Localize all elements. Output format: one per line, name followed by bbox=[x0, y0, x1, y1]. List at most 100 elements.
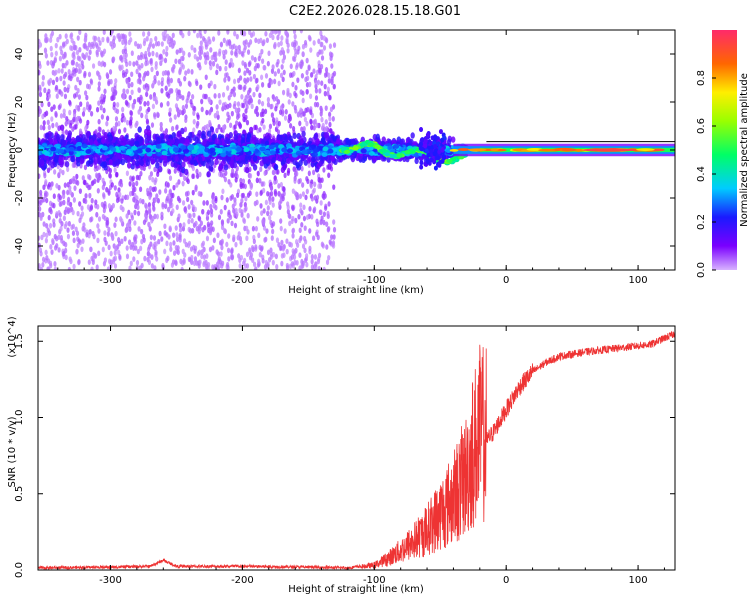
heatmap-noise-cell bbox=[178, 237, 182, 243]
heatmap-noise-cell bbox=[113, 185, 117, 191]
heatmap-noise-cell bbox=[72, 93, 77, 99]
heatmap-noise-cell bbox=[181, 248, 185, 255]
heatmap-noise-cell bbox=[60, 91, 64, 97]
heatmap-noise-cell bbox=[57, 104, 61, 111]
heatmap-noise-cell bbox=[71, 69, 75, 76]
heatmap-noise-cell bbox=[203, 93, 207, 100]
heatmap-noise-cell bbox=[227, 76, 231, 82]
heatmap-band-cell bbox=[158, 165, 163, 173]
heatmap-band-cell bbox=[112, 160, 117, 168]
heatmap-noise-cell bbox=[155, 52, 159, 58]
heatmap-noise-cell bbox=[331, 241, 335, 248]
heatmap-noise-cell bbox=[164, 128, 169, 134]
heatmap-noise-cell bbox=[172, 232, 176, 238]
heatmap-noise-cell bbox=[208, 98, 212, 105]
heatmap-noise-cell bbox=[254, 244, 258, 250]
heatmap-noise-cell bbox=[222, 37, 226, 44]
heatmap-noise-cell bbox=[305, 188, 309, 195]
heatmap-noise-cell bbox=[320, 116, 324, 123]
heatmap-noise-cell bbox=[90, 180, 94, 187]
heatmap-band-cell bbox=[112, 154, 118, 162]
heatmap-noise-cell bbox=[296, 77, 300, 83]
heatmap-noise-cell bbox=[177, 213, 181, 220]
heatmap-noise-cell bbox=[208, 119, 212, 126]
heatmap-noise-cell bbox=[322, 219, 326, 226]
heatmap-noise-cell bbox=[105, 120, 109, 127]
heatmap-noise-cell bbox=[256, 170, 260, 177]
heatmap-noise-cell bbox=[294, 85, 298, 91]
heatmap-noise-cell bbox=[187, 256, 191, 263]
heatmap-band-cell bbox=[298, 159, 303, 167]
heatmap-noise-cell bbox=[61, 169, 65, 176]
heatmap-noise-cell bbox=[173, 114, 177, 120]
heatmap-noise-cell bbox=[75, 173, 79, 180]
heatmap-noise-cell bbox=[47, 124, 51, 131]
heatmap-noise-cell bbox=[255, 77, 259, 84]
heatmap-noise-cell bbox=[129, 175, 133, 182]
heatmap-band-cell bbox=[39, 158, 44, 165]
heatmap-noise-cell bbox=[266, 96, 270, 103]
heatmap-noise-cell bbox=[232, 86, 236, 92]
heatmap-noise-cell bbox=[38, 263, 41, 269]
heatmap-noise-cell bbox=[330, 63, 334, 69]
heatmap-noise-cell bbox=[332, 219, 336, 225]
heatmap-noise-cell bbox=[81, 238, 85, 244]
heatmap-band-cell bbox=[173, 162, 178, 169]
heatmap-noise-cell bbox=[299, 63, 303, 70]
heatmap-noise-cell bbox=[277, 183, 281, 189]
heatmap-noise-cell bbox=[46, 119, 50, 126]
heatmap-noise-cell bbox=[62, 199, 66, 206]
heatmap-noise-cell bbox=[240, 50, 244, 57]
heatmap-noise-cell bbox=[95, 211, 99, 218]
heatmap-band-cell bbox=[288, 135, 293, 142]
heatmap-noise-cell bbox=[224, 59, 228, 65]
heatmap-noise-cell bbox=[41, 262, 45, 268]
heatmap-noise-cell bbox=[222, 54, 226, 60]
heatmap-noise-cell bbox=[121, 39, 125, 46]
heatmap-noise-cell bbox=[232, 78, 237, 85]
heatmap-noise-cell bbox=[210, 220, 214, 226]
heatmap-noise-cell bbox=[78, 128, 83, 134]
heatmap-noise-cell bbox=[107, 226, 111, 233]
heatmap-noise-cell bbox=[171, 125, 175, 132]
heatmap-noise-cell bbox=[125, 213, 129, 219]
heatmap-noise-cell bbox=[299, 202, 303, 208]
heatmap-noise-cell bbox=[332, 42, 337, 48]
heatmap-noise-cell bbox=[148, 185, 153, 192]
heatmap-noise-cell bbox=[315, 231, 319, 237]
heatmap-noise-cell bbox=[321, 122, 325, 129]
heatmap-noise-cell bbox=[193, 256, 198, 262]
heatmap-noise-cell bbox=[267, 128, 272, 134]
heatmap-noise-cell bbox=[325, 221, 329, 227]
heatmap-noise-cell bbox=[98, 126, 102, 133]
heatmap-noise-cell bbox=[271, 196, 275, 202]
heatmap-noise-cell bbox=[149, 57, 153, 64]
heatmap-band-cell bbox=[311, 156, 316, 163]
heatmap-noise-cell bbox=[45, 223, 49, 229]
heatmap-noise-cell bbox=[251, 225, 256, 232]
heatmap-noise-cell bbox=[281, 58, 285, 64]
heatmap-band-cell bbox=[96, 132, 102, 139]
heatmap-noise-cell bbox=[264, 30, 268, 37]
heatmap-noise-cell bbox=[301, 97, 305, 104]
heatmap-noise-cell bbox=[211, 226, 215, 233]
heatmap-noise-cell bbox=[245, 235, 249, 242]
heatmap-noise-cell bbox=[66, 207, 71, 213]
heatmap-noise-cell bbox=[272, 120, 276, 126]
heatmap-noise-cell bbox=[182, 222, 186, 228]
heatmap-noise-cell bbox=[61, 193, 66, 200]
heatmap-noise-cell bbox=[133, 209, 137, 216]
heatmap-noise-cell bbox=[282, 186, 286, 192]
heatmap-noise-cell bbox=[290, 204, 295, 211]
heatmap-band-cell bbox=[116, 152, 121, 160]
heatmap-noise-cell bbox=[107, 80, 111, 87]
heatmap-noise-cell bbox=[174, 260, 178, 267]
heatmap-noise-cell bbox=[125, 245, 129, 251]
heatmap-noise-cell bbox=[141, 31, 146, 37]
heatmap-noise-cell bbox=[304, 76, 308, 83]
heatmap-noise-cell bbox=[182, 50, 186, 57]
heatmap-noise-cell bbox=[305, 261, 309, 268]
heatmap-noise-cell bbox=[117, 237, 121, 243]
heatmap-noise-cell bbox=[257, 232, 261, 239]
heatmap-noise-cell bbox=[328, 239, 332, 245]
